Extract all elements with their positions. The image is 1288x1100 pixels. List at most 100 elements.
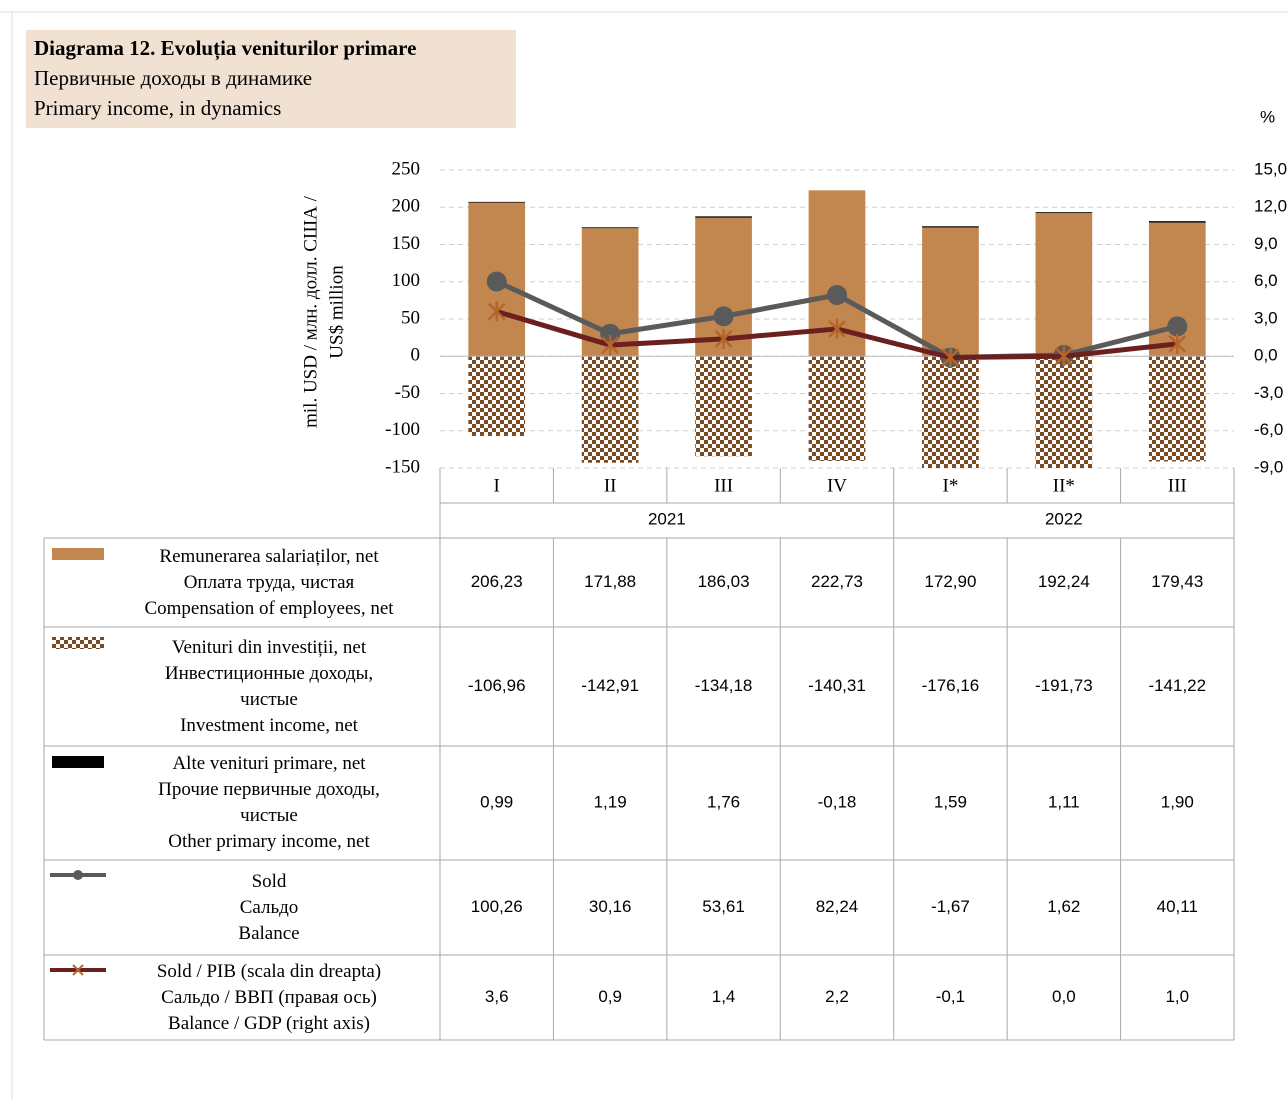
x-tick-label: I	[494, 475, 500, 496]
table-value: -176,16	[922, 676, 980, 695]
legend-entry: Remunerarea salariaților, net Оплата труд…	[100, 540, 438, 625]
bar	[808, 356, 866, 461]
table-value: -191,73	[1035, 676, 1093, 695]
y2-tick-label: 15,0	[1254, 159, 1287, 178]
bar	[922, 226, 979, 228]
marker	[601, 335, 620, 356]
legend-text: Sold Сальдо Balance	[100, 862, 438, 953]
marker	[827, 284, 847, 305]
x-tick-label: III	[1168, 475, 1187, 496]
legend-text: Remunerarea salariaților, net Оплата труд…	[100, 540, 438, 625]
legend-swatch	[52, 637, 104, 649]
marker	[714, 328, 733, 349]
group-label: 2022	[1045, 509, 1083, 528]
y2-tick-label: 12,0	[1254, 197, 1287, 216]
table-value: 2,2	[825, 987, 849, 1006]
table-value: 206,23	[471, 572, 523, 591]
table-value: -0,18	[818, 792, 857, 811]
bar	[1148, 221, 1206, 223]
y2-tick-label: 9,0	[1254, 234, 1278, 253]
marker	[486, 271, 507, 292]
legend-swatch	[52, 548, 104, 560]
y-tick-label: 100	[392, 270, 421, 291]
legend-label: Инвестиционные доходы, чистые	[164, 662, 374, 710]
table-value: 172,90	[924, 572, 976, 591]
legend-label: Sold / PIB (scala din dreapta)	[156, 960, 382, 982]
bar	[922, 356, 979, 468]
table-value: 1,4	[712, 987, 736, 1006]
marker	[828, 318, 846, 339]
table-value: 82,24	[816, 897, 859, 916]
x-tick-label: III	[714, 475, 733, 496]
marker	[941, 347, 960, 368]
table-value: 1,76	[707, 792, 740, 811]
legend-text: Venituri din investiții, net Инвестиционн…	[100, 629, 438, 744]
y2-tick-label: 3,0	[1254, 308, 1278, 327]
table-value: -1,67	[931, 897, 970, 916]
table-value: 30,16	[589, 897, 632, 916]
table-value: 1,11	[1048, 792, 1080, 811]
table-value: 1,62	[1047, 897, 1080, 916]
legend-label: Sold	[251, 870, 287, 892]
table-value: 1,19	[594, 792, 627, 811]
table-value: 171,88	[584, 572, 636, 591]
legend-label: Сальдо / ВВП (правая ось)	[161, 986, 377, 1008]
table-value: 1,90	[1161, 792, 1194, 811]
legend-text: Alte venituri primare, net Прочие первичн…	[100, 748, 438, 858]
table-value: 100,26	[471, 897, 523, 916]
y-tick-label: -150	[385, 456, 420, 477]
legend-swatch	[52, 756, 104, 768]
bar	[1035, 213, 1093, 357]
table-value: 1,59	[934, 792, 967, 811]
marker	[1167, 316, 1188, 337]
legend-label: Remunerarea salariaților, net	[159, 545, 379, 567]
table-value: -140,31	[808, 676, 866, 695]
legend-label: Other primary income, net	[168, 831, 370, 852]
bar	[581, 356, 639, 463]
legend-label: Сальдо	[239, 896, 299, 918]
y2-tick-label: -3,0	[1254, 383, 1283, 402]
chart-title: Diagrama 12. Evoluția veniturilor primar…	[34, 36, 416, 61]
legend-label: Balance / GDP (right axis)	[168, 1012, 370, 1034]
table-value: 192,24	[1038, 572, 1090, 591]
y2-tick-label: -9,0	[1254, 457, 1283, 476]
bar	[581, 227, 639, 229]
group-label: 2021	[648, 509, 686, 528]
y-tick-label: -100	[385, 419, 420, 440]
bar	[1148, 356, 1206, 462]
y2-tick-label: 6,0	[1254, 271, 1278, 290]
y-tick-label: 250	[392, 158, 421, 179]
chart-subtitle: Первичные доходы в динамике	[34, 66, 312, 90]
x-tick-label: I*	[943, 475, 959, 496]
legend-label: Balance	[238, 922, 300, 944]
y-axis-label: mil. USD / млн. долл. США /	[300, 195, 321, 427]
y2-tick-label: 0,0	[1254, 346, 1278, 365]
y-axis-label: US$ million	[326, 265, 347, 359]
legend-label: Investment income, net	[180, 714, 358, 736]
bar	[695, 356, 752, 457]
table-value: -142,91	[581, 676, 639, 695]
legend-entry: Sold / PIB (scala din dreapta) Сальдо / В…	[156, 960, 382, 1034]
legend-label: Alte venituri primare, net	[172, 753, 366, 774]
bar	[695, 216, 752, 218]
legend-marker	[73, 870, 83, 880]
table-value: 186,03	[698, 572, 750, 591]
legend-marker	[72, 964, 84, 976]
table-value: 0,0	[1052, 987, 1076, 1006]
marker	[1054, 346, 1073, 367]
table-value: 40,11	[1157, 897, 1198, 916]
bar	[1035, 212, 1093, 214]
y-tick-label: 150	[392, 233, 421, 254]
y2-tick-label: -6,0	[1254, 420, 1283, 439]
legend-label: Оплата труда, чистая	[183, 571, 355, 593]
table-value: 1,0	[1165, 987, 1189, 1006]
x-tick-label: II*	[1053, 475, 1075, 496]
table-value: 222,73	[811, 572, 863, 591]
marker	[487, 301, 506, 322]
legend-entry: Alte venituri primare, net Прочие первичн…	[100, 748, 438, 858]
table-value: 179,43	[1151, 572, 1203, 591]
legend-entry: Sold Сальдо Balance	[100, 862, 438, 953]
x-tick-label: II	[604, 475, 617, 496]
